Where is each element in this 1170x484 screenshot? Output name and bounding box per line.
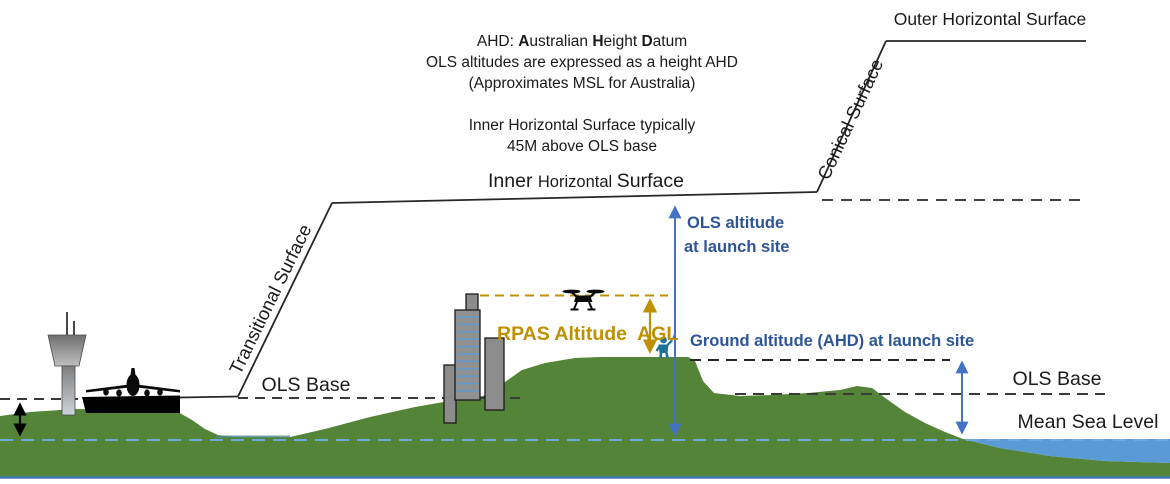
ols-altitude-label-line1: OLS altitude <box>687 214 784 232</box>
airplane-icon <box>86 368 180 397</box>
ahd-note-line3: (Approximates MSL for Australia) <box>469 75 696 92</box>
conical-surface-line <box>816 40 887 193</box>
ground-altitude-label: Ground altitude (AHD) at launch site <box>690 332 974 350</box>
control-tower-icon <box>47 312 87 416</box>
building-right <box>484 337 505 411</box>
transitional-surface-label: Transitional Surface <box>225 221 316 377</box>
terrain-profile <box>0 357 1170 477</box>
runway <box>82 395 180 413</box>
ahd-note-line2: OLS altitudes are expressed as a height … <box>426 54 738 71</box>
ahd-note-line4: Inner Horizontal Surface typically <box>469 117 696 134</box>
ahd-note: AHD: Australian Height Datum OLS altitud… <box>426 33 738 155</box>
inner-horizontal-surface-label: Inner Horizontal Surface <box>488 170 684 192</box>
ols-base-right-label: OLS Base <box>1013 368 1102 390</box>
ols-altitude-label-line2: at launch site <box>684 238 789 256</box>
transitional-surface-line <box>237 202 333 397</box>
building-roof-shaft <box>465 293 479 312</box>
building-main-windows <box>456 316 479 394</box>
ols-base-solid-segment <box>179 395 239 399</box>
ols-base-left-label: OLS Base <box>262 374 351 396</box>
building-left <box>443 364 457 424</box>
rpas-altitude-agl-label: RPAS Altitude AGL <box>497 323 678 345</box>
city-buildings-icon <box>443 293 505 424</box>
mean-sea-level-label: Mean Sea Level <box>1018 411 1159 433</box>
conical-surface-label: Conical Surface <box>813 56 887 183</box>
ols-surface-outline <box>179 40 1086 399</box>
ahd-note-line1: AHD: Australian Height Datum <box>477 33 687 50</box>
ahd-note-line5: 45M above OLS base <box>507 138 657 155</box>
sea-water <box>963 439 1170 463</box>
outer-horizontal-surface-label: Outer Horizontal Surface <box>894 9 1087 29</box>
drone-icon <box>562 289 605 311</box>
inner-horizontal-surface-line <box>331 191 818 204</box>
